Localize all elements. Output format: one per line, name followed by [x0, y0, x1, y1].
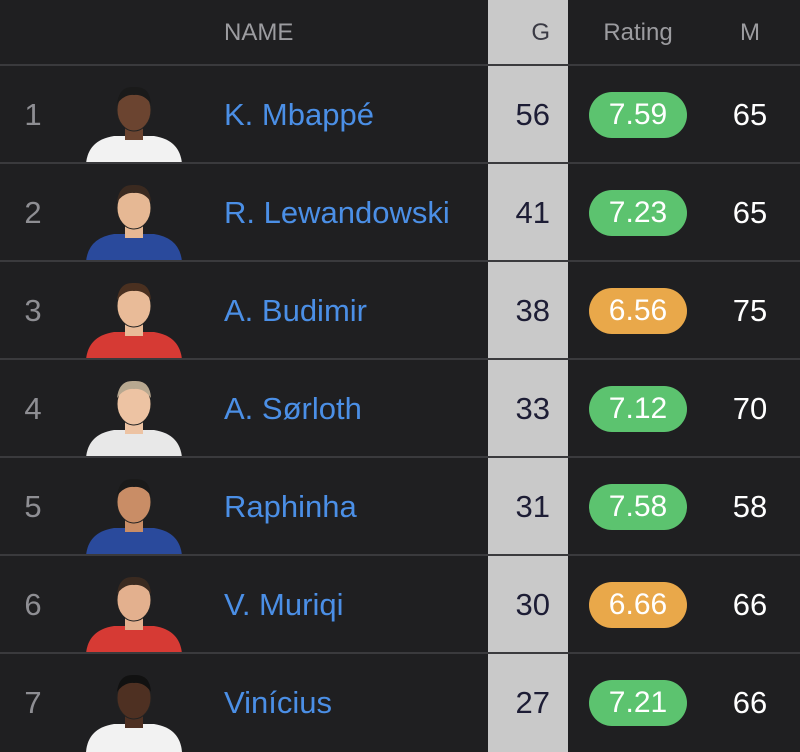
- matches: 65: [732, 195, 768, 230]
- shirt: [86, 332, 182, 360]
- avatar: [86, 282, 182, 360]
- avatar: [86, 184, 182, 262]
- row-separator: [0, 652, 800, 654]
- avatar: [86, 478, 182, 556]
- matches: 66: [732, 587, 768, 622]
- header-goals[interactable]: G: [531, 19, 550, 46]
- player-name[interactable]: V. Muriqi: [224, 587, 344, 622]
- row-separator: [0, 456, 800, 458]
- rating-badge: 6.66: [589, 582, 687, 628]
- shirt: [86, 234, 182, 262]
- matches: 66: [732, 685, 768, 720]
- player-name[interactable]: Vinícius: [224, 685, 332, 720]
- hair: [117, 674, 151, 692]
- matches: 58: [732, 489, 768, 524]
- avatar: [86, 576, 182, 654]
- hair: [117, 184, 151, 202]
- rank: 1: [24, 97, 42, 132]
- shirt: [86, 136, 182, 164]
- hair: [117, 478, 151, 496]
- shirt: [86, 724, 182, 752]
- goals: 38: [515, 293, 550, 328]
- goals: 27: [515, 685, 550, 720]
- row-separator: [0, 554, 800, 556]
- matches: 70: [732, 391, 768, 426]
- avatar: [86, 380, 182, 458]
- rank: 4: [24, 391, 42, 426]
- hair: [117, 576, 151, 594]
- rank: 7: [24, 685, 42, 720]
- shirt: [86, 528, 182, 556]
- shirt: [86, 626, 182, 654]
- hair: [117, 86, 151, 104]
- rank: 5: [24, 489, 42, 524]
- rank: 3: [24, 293, 42, 328]
- hair: [117, 282, 151, 300]
- player-row[interactable]: 6 V. Muriqi 30 6.66 66: [0, 556, 800, 654]
- header-rating[interactable]: Rating: [603, 19, 673, 46]
- player-name[interactable]: R. Lewandowski: [224, 195, 450, 230]
- header-matches[interactable]: M: [740, 19, 760, 46]
- player-name[interactable]: K. Mbappé: [224, 97, 374, 132]
- row-separator: [0, 260, 800, 262]
- rank: 6: [24, 587, 42, 622]
- rating-badge: 7.58: [589, 484, 687, 530]
- row-separator: [0, 64, 800, 66]
- shirt: [86, 430, 182, 458]
- avatar: [86, 86, 182, 164]
- player-row[interactable]: 5 Raphinha 31 7.58 58: [0, 458, 800, 556]
- matches: 65: [732, 97, 768, 132]
- goals: 33: [515, 391, 550, 426]
- avatar: [86, 674, 182, 752]
- goals: 56: [515, 97, 550, 132]
- goals: 31: [515, 489, 550, 524]
- goals-column-bg: [488, 0, 568, 752]
- matches: 75: [732, 293, 768, 328]
- player-name[interactable]: Raphinha: [224, 489, 357, 524]
- rating-badge: 7.23: [589, 190, 687, 236]
- player-row[interactable]: 2 R. Lewandowski 41 7.23 65: [0, 164, 800, 262]
- rating-badge: 7.21: [589, 680, 687, 726]
- player-name[interactable]: A. Sørloth: [224, 391, 362, 426]
- header-name: NAME: [224, 19, 294, 46]
- rating-badge: 6.56: [589, 288, 687, 334]
- player-row[interactable]: 4 A. Sørloth 33 7.12 70: [0, 360, 800, 458]
- player-row[interactable]: 1 K. Mbappé 56 7.59 65: [0, 66, 800, 164]
- rank: 2: [24, 195, 42, 230]
- row-separator: [0, 162, 800, 164]
- player-name[interactable]: A. Budimir: [224, 293, 367, 328]
- player-row[interactable]: 7 Vinícius 27 7.21 66: [0, 654, 800, 752]
- rating-badge: 7.59: [589, 92, 687, 138]
- goals: 30: [515, 587, 550, 622]
- hair: [117, 380, 151, 398]
- player-row[interactable]: 3 A. Budimir 38 6.56 75: [0, 262, 800, 360]
- row-separator: [0, 358, 800, 360]
- rating-badge: 7.12: [589, 386, 687, 432]
- goals: 41: [515, 195, 550, 230]
